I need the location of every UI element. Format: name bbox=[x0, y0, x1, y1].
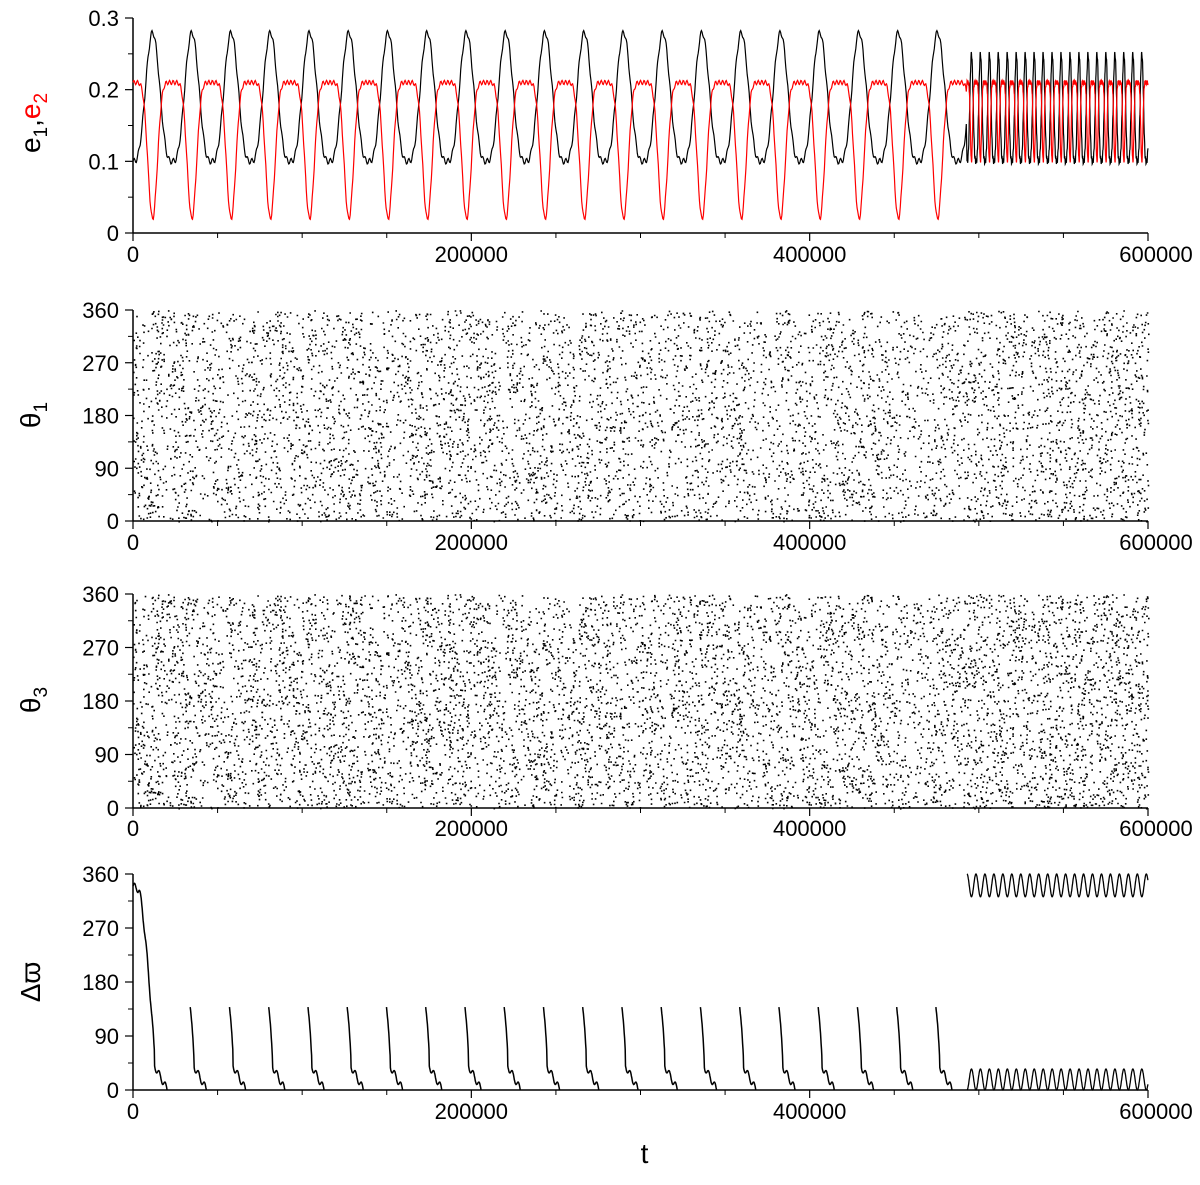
x-tick-label: 0 bbox=[127, 530, 139, 555]
y-tick-label: 180 bbox=[82, 689, 119, 714]
y-tick-label: 0 bbox=[107, 1078, 119, 1103]
y-axis-title: e1​,e2​ bbox=[15, 93, 52, 153]
y-tick-label: 180 bbox=[82, 970, 119, 995]
x-tick-label: 600000 bbox=[1119, 1099, 1192, 1124]
y-tick-label: 90 bbox=[95, 456, 119, 481]
panel-theta1: 0 90 180 270 360 0 200000 400000 600000 θ1​ bbox=[15, 298, 1193, 555]
x-tick-label: 200000 bbox=[435, 1099, 508, 1124]
panel-eccentricity: 0 0.1 0.2 0.3 0 200000 400000 600000 e1​,e2​ bbox=[15, 6, 1193, 267]
x-tick-label: 400000 bbox=[773, 1099, 846, 1124]
y-axis-title: θ1​ bbox=[15, 402, 52, 428]
delta-varpi-libration-high-line bbox=[966, 873, 1149, 898]
y-axis-title: Δϖ bbox=[15, 962, 46, 1003]
x-tick-label: 200000 bbox=[435, 816, 508, 841]
y-tick-label: 270 bbox=[82, 636, 119, 661]
scatter-points bbox=[133, 310, 1150, 523]
y-tick-label: 0.1 bbox=[88, 149, 119, 174]
x-tick-label: 600000 bbox=[1119, 242, 1192, 267]
y-tick-label: 90 bbox=[95, 1024, 119, 1049]
y-tick-label: 0 bbox=[107, 796, 119, 821]
y-axis-title: θ3​ bbox=[15, 687, 52, 713]
x-tick-label: 400000 bbox=[773, 242, 846, 267]
x-axis-title: t bbox=[641, 1138, 649, 1169]
y-tick-label: 360 bbox=[82, 862, 119, 887]
y-tick-label: 360 bbox=[82, 298, 119, 323]
y-tick-label: 270 bbox=[82, 916, 119, 941]
scatter-point-cloud bbox=[133, 310, 1150, 523]
y-tick-label: 90 bbox=[95, 743, 119, 768]
delta-varpi-circulation-line bbox=[133, 883, 967, 1089]
y-tick-label: 360 bbox=[82, 582, 119, 607]
y-tick-label: 0 bbox=[107, 509, 119, 534]
y-tick-label: 270 bbox=[82, 351, 119, 376]
delta-varpi-libration-low-line bbox=[966, 1068, 1149, 1091]
series-e1-line bbox=[132, 29, 1149, 167]
y-tick-label: 0.3 bbox=[88, 6, 119, 31]
series-e2-line bbox=[132, 78, 1149, 221]
y-tick-label: 0 bbox=[107, 221, 119, 246]
x-tick-label: 600000 bbox=[1119, 530, 1192, 555]
x-tick-label: 600000 bbox=[1119, 816, 1192, 841]
y-tick-label: 180 bbox=[82, 404, 119, 429]
scatter-point-cloud bbox=[133, 594, 1150, 810]
panel-delta-varpi: 0 90 180 270 360 0 200000 400000 600000 Δϖ t bbox=[15, 862, 1193, 1169]
scatter-points bbox=[133, 594, 1150, 810]
x-tick-label: 200000 bbox=[435, 530, 508, 555]
x-tick-label: 0 bbox=[127, 1099, 139, 1124]
x-tick-label: 200000 bbox=[435, 242, 508, 267]
x-tick-label: 400000 bbox=[773, 816, 846, 841]
x-tick-label: 400000 bbox=[773, 530, 846, 555]
y-tick-label: 0.2 bbox=[88, 78, 119, 103]
panel-theta3: 0 90 180 270 360 0 200000 400000 600000 θ3​ bbox=[15, 582, 1193, 841]
x-tick-label: 0 bbox=[127, 816, 139, 841]
x-tick-label: 0 bbox=[127, 242, 139, 267]
